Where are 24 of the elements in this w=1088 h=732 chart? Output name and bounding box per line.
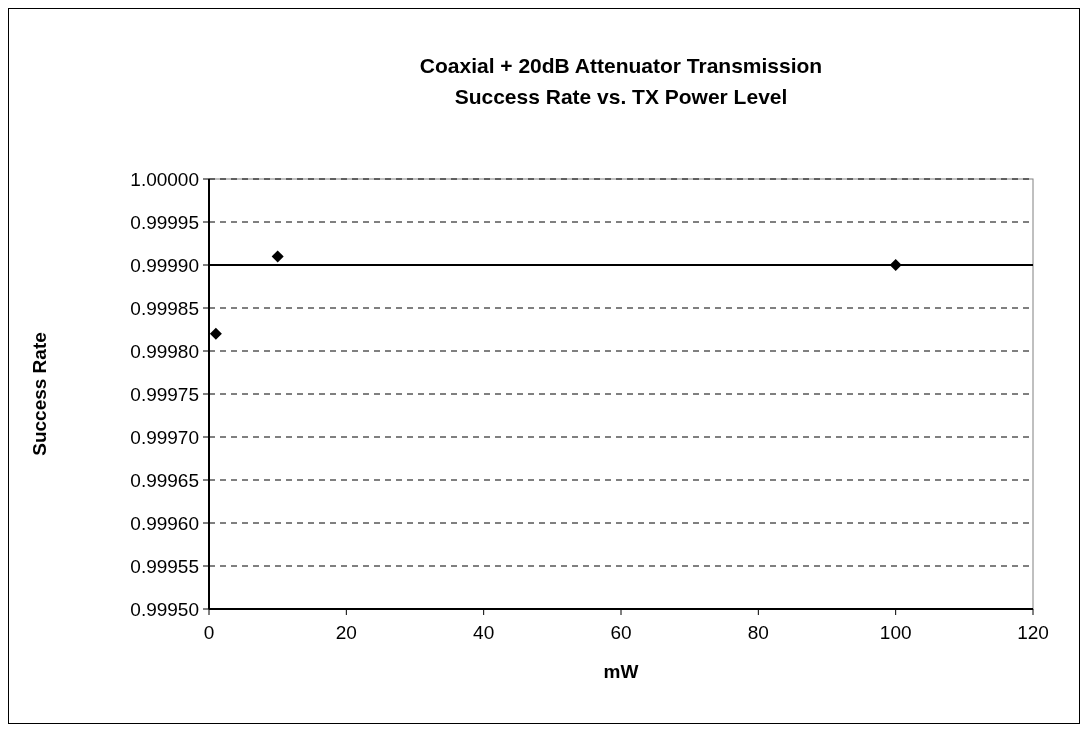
y-tick-label: 0.99980 — [130, 340, 199, 362]
y-tick-label: 0.99995 — [130, 211, 199, 233]
point — [889, 259, 902, 271]
x-tick-label: 20 — [335, 622, 357, 643]
x-tick-label: 100 — [879, 622, 912, 643]
x-tick-label: 60 — [610, 622, 632, 643]
y-tick-label: 0.99950 — [130, 598, 199, 620]
x-tick-label: 80 — [747, 622, 769, 643]
y-tick-label: 0.99970 — [130, 426, 199, 448]
y-tick-label: 0.99990 — [130, 254, 199, 276]
point — [209, 327, 222, 340]
point — [271, 250, 284, 263]
y-tick-label: 0.99975 — [130, 383, 199, 405]
y-tick-label: 1.00000 — [130, 168, 199, 190]
y-tick-label: 0.99960 — [130, 512, 199, 534]
x-tick-label: 0 — [203, 622, 215, 643]
chart-title: Coaxial + 20dB Attenuator Transmission Success Rate vs. TX Power Level — [419, 54, 823, 108]
y-tick-label: 0.99965 — [130, 469, 199, 491]
y-tick-label: 0.99955 — [130, 555, 199, 577]
y-axis-title: Success Rate — [29, 332, 50, 456]
x-tick-label: 120 — [1017, 622, 1049, 643]
x-tick-label: 40 — [473, 622, 495, 643]
x-axis-title: mW — [603, 661, 639, 682]
y-tick-label: 0.99985 — [130, 297, 199, 319]
